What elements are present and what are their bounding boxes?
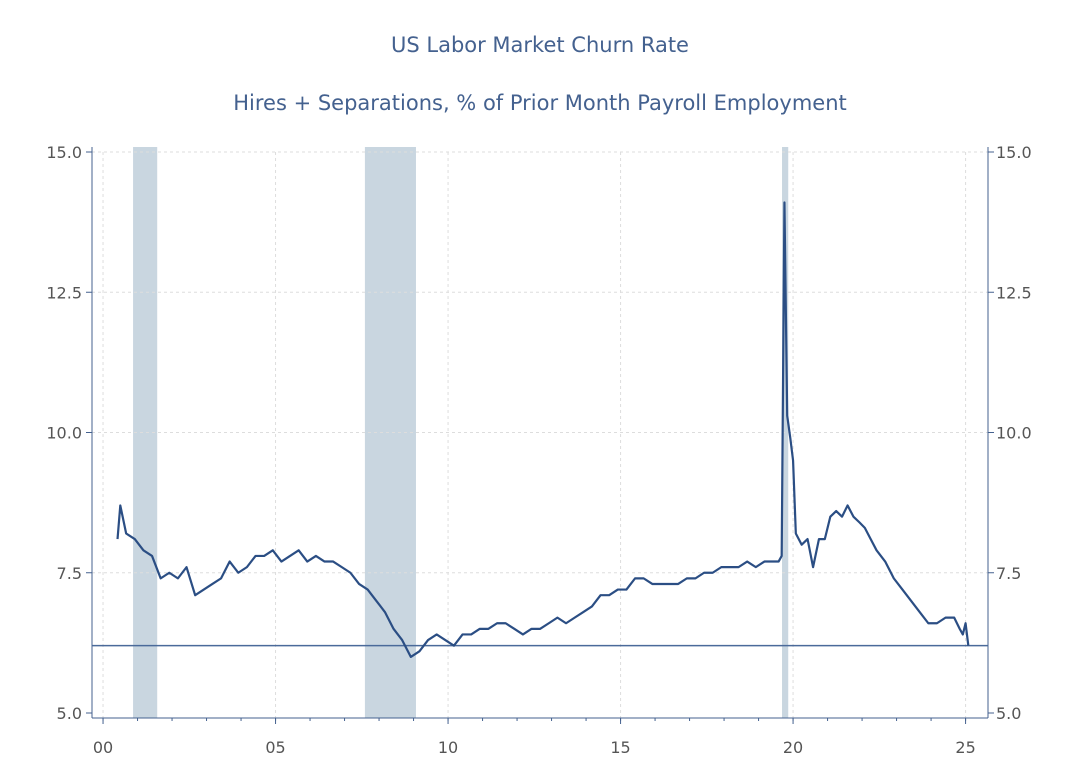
recession-band xyxy=(364,147,416,718)
x-tick-label: 25 xyxy=(955,738,975,757)
chart-subtitle: Hires + Separations, % of Prior Month Pa… xyxy=(233,91,847,115)
y2-tick-label: 7.5 xyxy=(996,564,1021,583)
series-line xyxy=(116,201,970,659)
recession-band xyxy=(782,147,789,718)
x-tick-label: 15 xyxy=(610,738,630,757)
y2-tick-label: 10.0 xyxy=(996,424,1032,443)
x-tick-label: 20 xyxy=(783,738,803,757)
y-tick-label: 10.0 xyxy=(46,424,82,443)
y-tick-label: 5.0 xyxy=(57,704,82,723)
y2-tick-label: 15.0 xyxy=(996,143,1032,162)
x-tick-label: 00 xyxy=(93,738,113,757)
y-tick-label: 12.5 xyxy=(46,283,82,302)
y-tick-label: 7.5 xyxy=(57,564,82,583)
x-tick-label: 05 xyxy=(265,738,285,757)
y-tick-label: 15.0 xyxy=(46,143,82,162)
y2-tick-label: 12.5 xyxy=(996,283,1032,302)
y2-tick-label: 5.0 xyxy=(996,704,1021,723)
chart-title: US Labor Market Churn Rate xyxy=(391,33,689,57)
x-tick-label: 10 xyxy=(438,738,458,757)
